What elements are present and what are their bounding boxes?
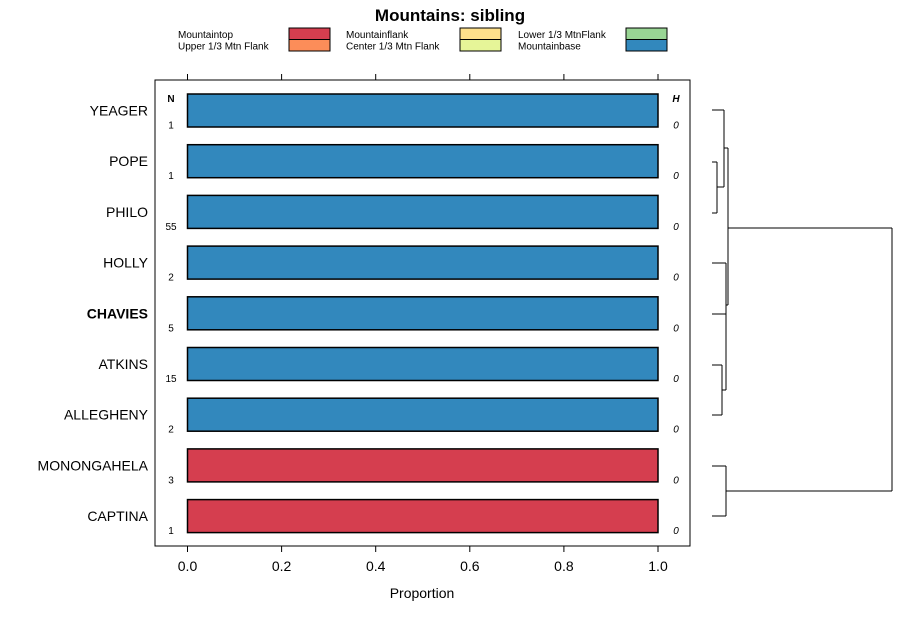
n-value: 55 [165, 222, 177, 233]
h-value: 0 [673, 425, 679, 436]
bar-segment [186, 397, 659, 432]
legend-swatch [459, 27, 502, 40]
h-value: 0 [673, 121, 679, 132]
n-value: 1 [168, 121, 174, 132]
category-label: PHILO [106, 204, 148, 220]
bar-segment [186, 194, 659, 230]
bar-segment [186, 346, 659, 382]
category-label: MONONGAHELA [38, 457, 149, 473]
bar-segment [186, 498, 659, 534]
h-value: 0 [673, 475, 679, 486]
chart-title: Mountains: sibling [375, 6, 525, 25]
legend-label: Center 1/3 Mtn Flank [346, 42, 440, 53]
x-tick-label: 0.6 [460, 558, 480, 574]
x-tick-label: 1.0 [648, 558, 668, 574]
category-label: ALLEGHENY [64, 407, 149, 423]
category-label: POPE [109, 153, 148, 169]
bar-segment [186, 448, 659, 483]
legend-label: Lower 1/3 MtnFlank [518, 30, 607, 41]
dendrogram [712, 109, 893, 517]
category-label: CHAVIES [87, 305, 148, 321]
category-label: ATKINS [98, 356, 148, 372]
n-column-header: N [167, 94, 174, 105]
bar-segment [186, 296, 659, 331]
bar-segment [186, 245, 659, 280]
legend-swatch [459, 39, 502, 52]
h-value: 0 [673, 171, 679, 182]
n-value: 2 [168, 273, 174, 284]
legend-swatch [625, 27, 668, 40]
n-value: 5 [168, 323, 174, 334]
category-label: HOLLY [103, 255, 149, 271]
plot-frame [154, 79, 691, 547]
legend-swatch [288, 39, 331, 52]
legend-swatch [288, 27, 331, 40]
x-axis-title: Proportion [390, 585, 455, 601]
n-value: 15 [165, 374, 177, 385]
legend-label: Mountainbase [518, 42, 581, 53]
legend-swatch [625, 39, 668, 52]
legend-label: Mountainflank [346, 30, 409, 41]
h-value: 0 [673, 273, 679, 284]
category-label: CAPTINA [87, 508, 148, 524]
legend-label: Mountaintop [178, 30, 233, 41]
bar-rows: YEAGER 1 0 POPE 1 0 PHILO 55 0 HOLLY 2 0 CHAVIES 5 0 AT… [38, 93, 679, 537]
n-value: 1 [168, 526, 174, 537]
legend-label: Upper 1/3 Mtn Flank [178, 42, 270, 53]
x-tick-label: 0.4 [366, 558, 386, 574]
bar-segment [186, 93, 659, 128]
h-value: 0 [673, 374, 679, 385]
x-tick-label: 0.2 [272, 558, 292, 574]
bar-segment [186, 143, 659, 179]
h-value: 0 [673, 526, 679, 537]
n-value: 1 [168, 171, 174, 182]
x-axis: 0.0 0.2 0.4 0.6 0.8 1.0 [178, 74, 668, 574]
h-value: 0 [673, 323, 679, 334]
x-tick-label: 0.0 [178, 558, 198, 574]
n-value: 3 [168, 475, 174, 486]
x-tick-label: 0.8 [554, 558, 574, 574]
h-column-header: H [672, 94, 680, 105]
category-label: YEAGER [90, 103, 148, 119]
n-value: 2 [168, 425, 174, 436]
h-value: 0 [673, 222, 679, 233]
